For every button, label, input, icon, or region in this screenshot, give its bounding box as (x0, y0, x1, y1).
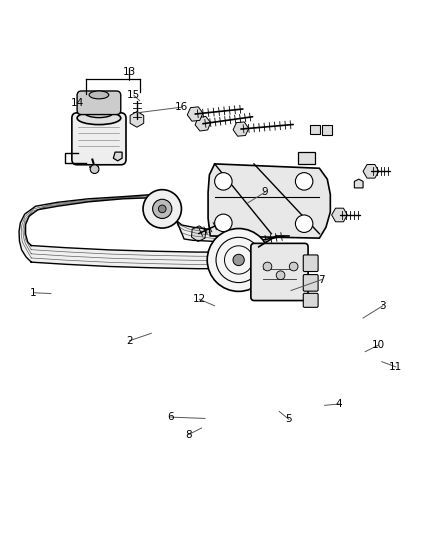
FancyBboxPatch shape (251, 244, 308, 301)
FancyBboxPatch shape (310, 125, 320, 134)
Circle shape (276, 271, 285, 280)
Circle shape (215, 214, 232, 231)
Polygon shape (191, 226, 206, 241)
Ellipse shape (85, 108, 113, 118)
Circle shape (289, 262, 298, 271)
Circle shape (295, 173, 313, 190)
Polygon shape (195, 116, 211, 131)
Circle shape (233, 254, 244, 265)
Polygon shape (187, 107, 203, 121)
Text: 2: 2 (126, 336, 133, 346)
Polygon shape (363, 165, 379, 178)
Polygon shape (130, 111, 144, 127)
FancyBboxPatch shape (297, 152, 315, 164)
Circle shape (207, 229, 270, 292)
Text: 11: 11 (389, 362, 403, 372)
FancyBboxPatch shape (303, 293, 318, 308)
Polygon shape (354, 179, 363, 188)
FancyBboxPatch shape (303, 274, 318, 291)
Text: 13: 13 (123, 67, 136, 77)
Circle shape (263, 262, 272, 271)
Polygon shape (208, 164, 330, 238)
Circle shape (143, 190, 181, 228)
FancyBboxPatch shape (322, 125, 332, 135)
Text: 6: 6 (168, 412, 174, 422)
FancyBboxPatch shape (303, 255, 318, 271)
Polygon shape (229, 237, 244, 252)
Text: 1: 1 (30, 288, 37, 298)
Circle shape (215, 173, 232, 190)
Ellipse shape (89, 91, 109, 99)
Polygon shape (332, 208, 347, 222)
Text: 8: 8 (185, 430, 192, 440)
Circle shape (152, 199, 172, 219)
Circle shape (90, 165, 99, 174)
Text: 3: 3 (379, 301, 386, 311)
Circle shape (159, 205, 166, 213)
Text: 14: 14 (71, 98, 84, 108)
FancyBboxPatch shape (72, 113, 126, 165)
Text: 4: 4 (336, 399, 343, 409)
Polygon shape (233, 122, 249, 136)
Ellipse shape (77, 111, 121, 125)
Text: 16: 16 (175, 102, 188, 112)
Text: 7: 7 (318, 274, 325, 285)
Ellipse shape (83, 103, 115, 113)
FancyBboxPatch shape (77, 91, 121, 115)
Circle shape (295, 215, 313, 232)
Text: 15: 15 (127, 91, 141, 100)
Polygon shape (19, 195, 256, 271)
Text: 5: 5 (286, 414, 292, 424)
Text: 12: 12 (193, 294, 206, 304)
Text: 10: 10 (372, 340, 385, 350)
Polygon shape (113, 152, 122, 161)
Text: 9: 9 (261, 187, 268, 197)
